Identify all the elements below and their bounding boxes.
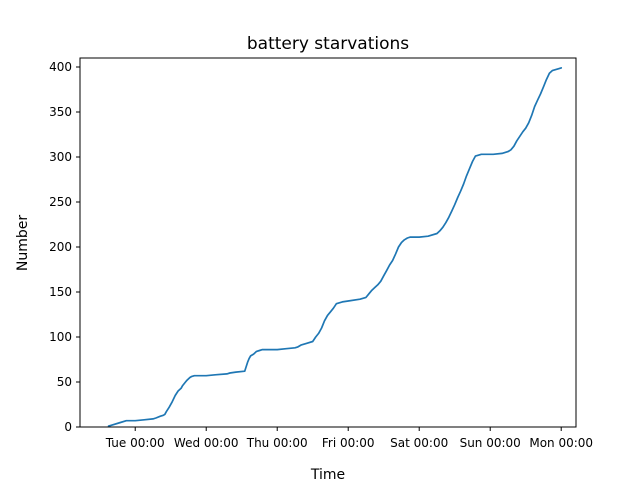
y-tick-label: 0 <box>64 420 72 434</box>
x-tick-label: Mon 00:00 <box>529 436 593 450</box>
x-tick-label: Tue 00:00 <box>105 436 165 450</box>
x-tick-label: Thu 00:00 <box>246 436 308 450</box>
y-tick-label: 100 <box>49 330 72 344</box>
y-tick-label: 300 <box>49 150 72 164</box>
y-tick-label: 250 <box>49 195 72 209</box>
y-axis-label: Number <box>15 215 31 271</box>
x-tick-label: Wed 00:00 <box>174 436 239 450</box>
x-axis-label: Time <box>310 467 345 480</box>
x-tick-label: Fri 00:00 <box>322 436 375 450</box>
series-line <box>107 67 563 427</box>
y-tick-label: 50 <box>57 375 72 389</box>
y-tick-label: 150 <box>49 285 72 299</box>
y-tick-label: 200 <box>49 240 72 254</box>
x-tick-label: Sun 00:00 <box>460 436 521 450</box>
x-tick-label: Sat 00:00 <box>390 436 448 450</box>
plot-frame <box>79 57 577 428</box>
y-tick-label: 400 <box>49 60 72 74</box>
y-axis-ticks: 0 50 100 150 200 250 300 350 400 <box>49 60 80 434</box>
y-tick-label: 350 <box>49 105 72 119</box>
chart-title: battery starvations <box>247 34 409 54</box>
x-axis-ticks: Tue 00:00 Wed 00:00 Thu 00:00 Fri 00:00 Sat … <box>105 427 593 450</box>
